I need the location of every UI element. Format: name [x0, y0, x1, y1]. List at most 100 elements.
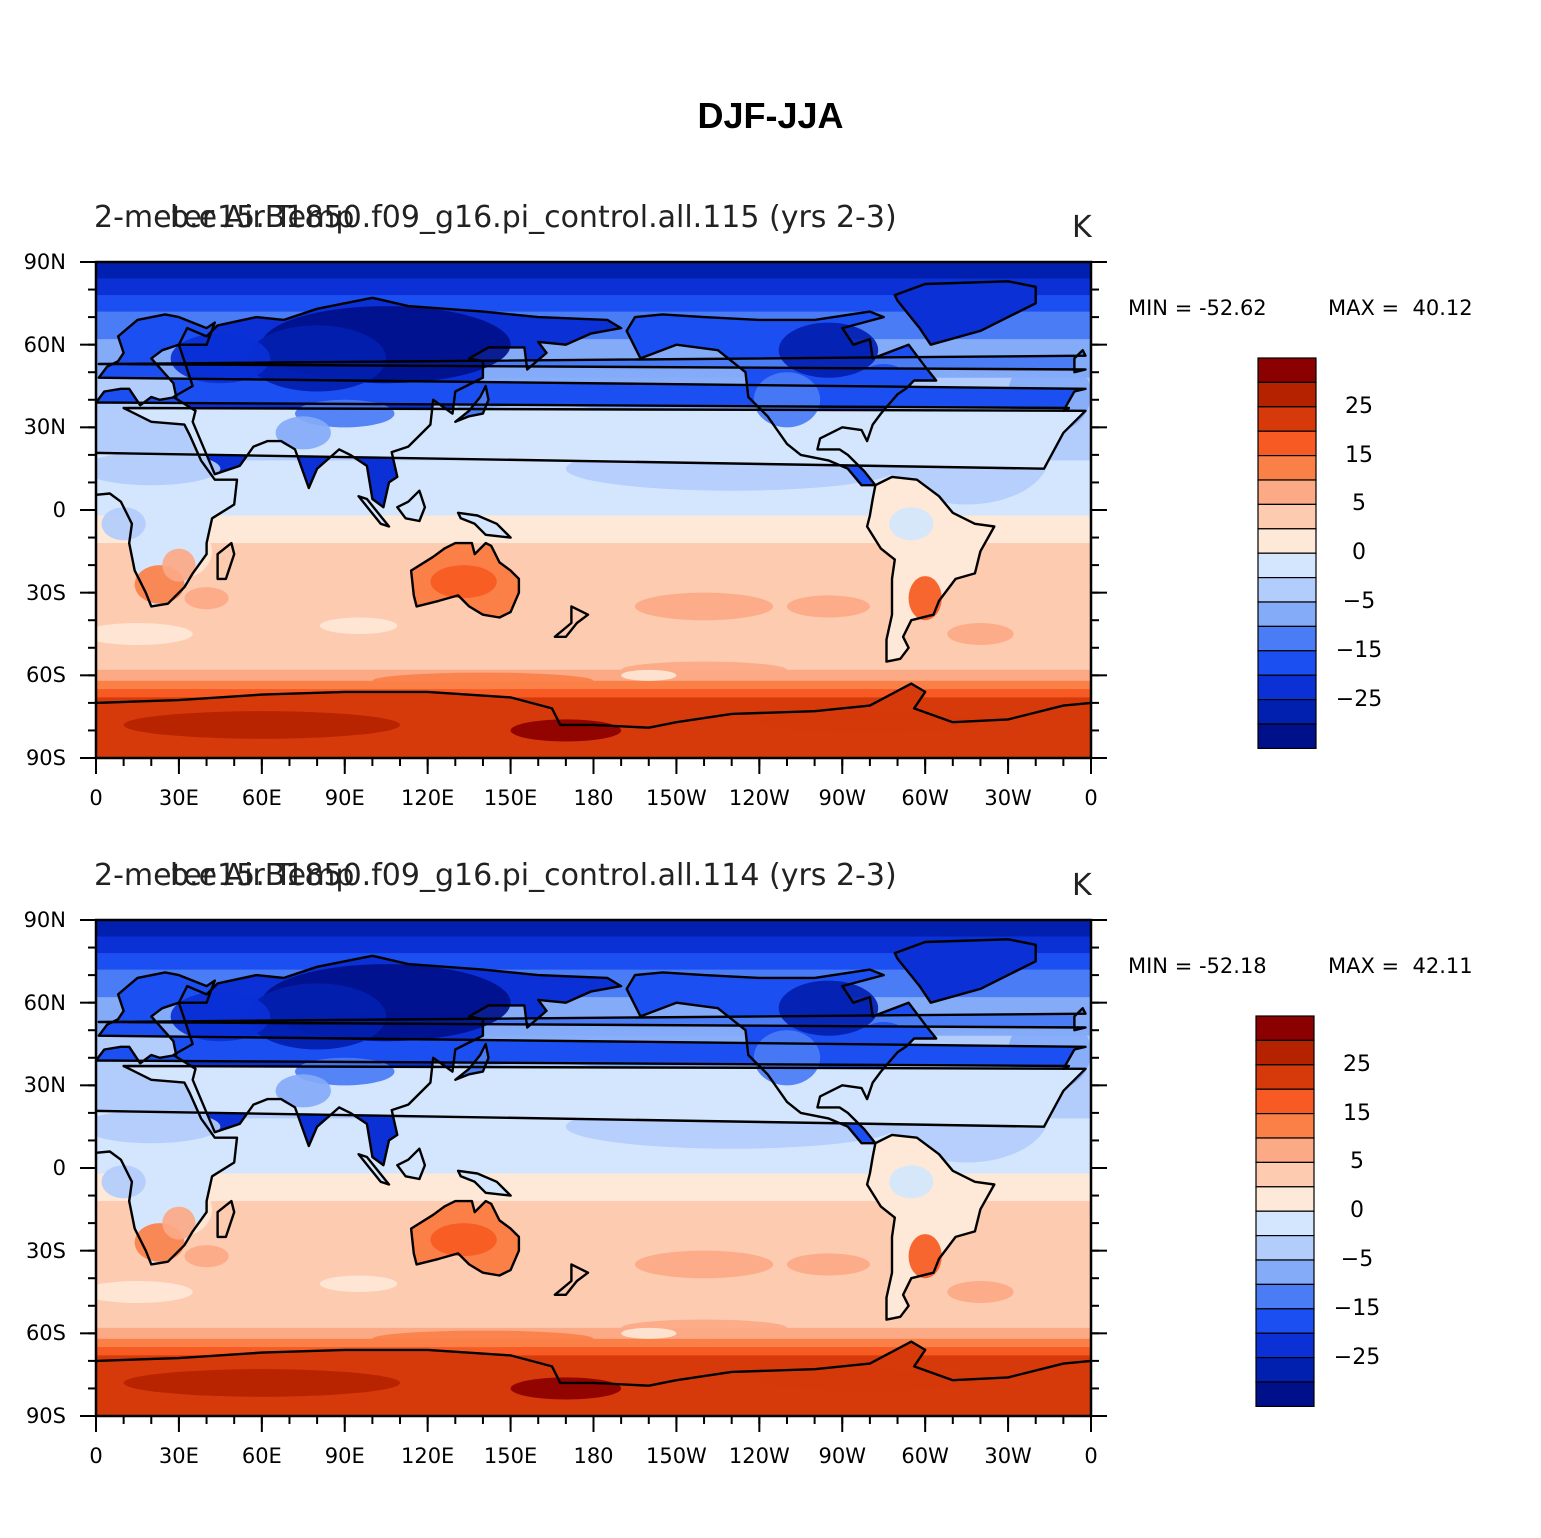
- figure-title: DJF-JJA: [697, 95, 844, 136]
- colorbar-label: 0: [1350, 1198, 1364, 1224]
- colorbar-swatch: [1255, 1332, 1315, 1359]
- lon-tick-label: 90W: [818, 786, 867, 810]
- lon-tick-label: 0: [1084, 1444, 1098, 1468]
- colorbar-swatch: [1255, 1357, 1315, 1383]
- colorbar-label: 25: [1343, 1051, 1371, 1077]
- lon-tick-label: 180: [573, 1444, 614, 1468]
- lat-tick-label: 0: [52, 1156, 66, 1180]
- units-label: K: [1072, 210, 1092, 245]
- colorbar-swatch: [1257, 650, 1317, 676]
- colorbar-swatch: [1257, 674, 1317, 701]
- lon-tick-label: 90E: [324, 1444, 365, 1468]
- lon-tick-label: 0: [89, 1444, 103, 1468]
- colorbar-swatch: [1255, 1161, 1315, 1188]
- lon-tick-label: 120W: [728, 1444, 790, 1468]
- colorbar-swatch: [1255, 1039, 1315, 1066]
- colorbar-label: −25: [1333, 1344, 1381, 1370]
- coastline-outlines: [96, 280, 1091, 729]
- colorbar-swatch: [1255, 1088, 1315, 1115]
- map-plot: [80, 918, 1315, 1432]
- lon-tick-label: 30E: [158, 1444, 199, 1468]
- left-string: 2-meter Air Temp: [94, 858, 355, 893]
- colorbar-label: 15: [1343, 1100, 1371, 1126]
- temperature-field: [96, 262, 1091, 758]
- colorbar: [1255, 1015, 1315, 1407]
- colorbar-swatch: [1255, 1186, 1315, 1212]
- lat-tick-label: 90S: [25, 746, 66, 770]
- colorbar-swatch: [1257, 455, 1317, 481]
- lon-tick-label: 90W: [818, 1444, 867, 1468]
- colorbar-swatch: [1257, 479, 1317, 505]
- colorbar-swatch: [1255, 1064, 1315, 1090]
- lon-tick-label: 120W: [728, 786, 790, 810]
- min-value: MIN = -52.62: [1128, 296, 1267, 320]
- lat-tick-label: 60N: [23, 990, 66, 1015]
- lon-tick-label: 150E: [483, 1444, 538, 1468]
- lat-tick-label: 90N: [23, 250, 66, 274]
- colorbar-label: −25: [1335, 686, 1383, 712]
- colorbar-label: −15: [1333, 1295, 1381, 1321]
- lat-tick-label: 60N: [23, 332, 66, 357]
- colorbar-label: −15: [1335, 637, 1383, 663]
- lon-tick-label: 150W: [645, 1444, 707, 1468]
- colorbar-swatch: [1255, 1137, 1315, 1163]
- lon-tick-label: 150W: [645, 786, 707, 810]
- lon-tick-label: 60E: [241, 1444, 282, 1468]
- colorbar-label: 5: [1350, 1149, 1364, 1175]
- colorbar-swatch: [1257, 406, 1317, 432]
- colorbar-swatch: [1257, 601, 1317, 627]
- units-label: K: [1072, 868, 1092, 903]
- colorbar-swatch: [1255, 1308, 1315, 1334]
- colorbar-label: 25: [1345, 393, 1373, 419]
- lon-tick-label: 30E: [158, 786, 199, 810]
- lon-tick-label: 60W: [901, 1444, 949, 1468]
- colorbar-swatch: [1257, 625, 1317, 652]
- colorbar-swatch: [1257, 699, 1317, 725]
- max-value: MAX = 40.12: [1328, 296, 1473, 320]
- left-string: 2-meter Air Temp: [94, 200, 355, 235]
- lat-tick-label: 60S: [25, 663, 66, 688]
- colorbar-swatch: [1255, 1283, 1315, 1310]
- colorbar-swatch: [1255, 1210, 1315, 1237]
- lon-tick-label: 120E: [400, 786, 455, 810]
- colorbar-swatch: [1255, 1235, 1315, 1261]
- colorbar-swatch: [1255, 1015, 1315, 1041]
- max-value: MAX = 42.11: [1328, 954, 1473, 978]
- temperature-field: [96, 920, 1091, 1416]
- lat-tick-label: 30S: [25, 580, 66, 605]
- axis-ticks: [80, 919, 1107, 1432]
- lat-tick-label: 90N: [23, 908, 66, 932]
- colorbar-swatch: [1257, 430, 1317, 457]
- axis-ticks: [80, 261, 1107, 774]
- lon-tick-label: 0: [1084, 786, 1098, 810]
- colorbar-swatch: [1257, 503, 1317, 530]
- lat-tick-label: 30N: [23, 415, 66, 440]
- lon-tick-label: 120E: [400, 1444, 455, 1468]
- colorbar-swatch: [1257, 528, 1317, 554]
- colorbar-label: 5: [1352, 491, 1366, 517]
- colorbar-swatch: [1257, 723, 1317, 749]
- colorbar-label: 0: [1352, 540, 1366, 566]
- colorbar-label: −5: [1340, 1247, 1374, 1272]
- lat-tick-label: 90S: [25, 1404, 66, 1428]
- colorbar-swatch: [1257, 357, 1317, 383]
- colorbar-label: −5: [1342, 589, 1376, 614]
- center-string: b.e15.B1850.f09_g16.pi_control.all.115 (…: [170, 200, 897, 235]
- lat-tick-label: 0: [52, 498, 66, 522]
- map-plot: [80, 260, 1317, 774]
- lat-tick-label: 60S: [25, 1321, 66, 1346]
- lon-tick-label: 0: [89, 786, 103, 810]
- colorbar-swatch: [1255, 1259, 1315, 1285]
- colorbar-swatch: [1257, 381, 1317, 408]
- lon-tick-label: 30W: [984, 786, 1032, 810]
- colorbar-swatch: [1257, 552, 1317, 579]
- colorbar-swatch: [1255, 1113, 1315, 1139]
- map-panel-114: 90N 60N 30N 0 30S 60S 90S 0 30E 60E 90E 120E 150E 180…: [0, 858, 1541, 1518]
- colorbar-swatch: [1255, 1381, 1315, 1407]
- colorbar-label: 15: [1345, 442, 1373, 468]
- lon-tick-label: 30W: [984, 1444, 1032, 1468]
- lat-tick-label: 30N: [23, 1073, 66, 1098]
- coastline-outlines: [96, 938, 1091, 1387]
- min-value: MIN = -52.18: [1128, 954, 1267, 978]
- lat-tick-label: 30S: [25, 1238, 66, 1263]
